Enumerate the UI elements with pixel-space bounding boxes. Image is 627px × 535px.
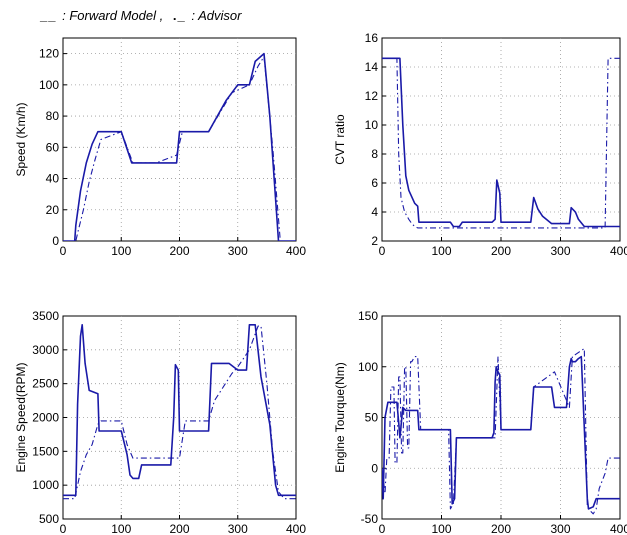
advisor-series-line (63, 56, 296, 241)
y-tick-label: 16 (365, 31, 379, 45)
x-tick-label: 0 (60, 244, 67, 258)
x-tick-label: 100 (111, 522, 131, 535)
y-tick-label: -50 (361, 512, 379, 526)
x-tick-label: 300 (228, 244, 248, 258)
advisor-series-line (382, 57, 620, 229)
y-tick-label: 0 (52, 234, 59, 248)
forward-model-legend-symbol: __ (40, 8, 57, 23)
x-tick-label: 300 (550, 522, 570, 535)
forward-model-legend-label: : Forward Model , (62, 8, 164, 23)
x-tick-label: 400 (286, 522, 306, 535)
y-tick-label: 2500 (32, 377, 59, 391)
x-tick-label: 100 (431, 244, 451, 258)
y-tick-label: 150 (358, 309, 378, 323)
x-tick-label: 400 (610, 522, 627, 535)
y-tick-label: 3000 (32, 343, 59, 357)
y-tick-label: 4 (371, 205, 378, 219)
chart-2: 0 100 200 300 400 2 4 6 8 10 12 14 16 CVT ratio (333, 31, 627, 258)
forward-model-series-line (382, 355, 620, 510)
y-tick-label: 3500 (32, 309, 59, 323)
x-tick-label: 200 (169, 522, 189, 535)
advisor-legend-label: : Advisor (191, 8, 242, 23)
y-tick-label: 40 (46, 172, 60, 186)
advisor-series-line (382, 347, 620, 515)
y-tick-label: 1000 (32, 478, 59, 492)
x-tick-label: 300 (228, 522, 248, 535)
y-axis-label: Engine Speed(RPM) (14, 362, 28, 472)
y-tick-label: 2000 (32, 411, 59, 425)
chart-3: 0 100 200 300 400 500 1000 1500 2000 2500 3000 3500… (14, 309, 306, 535)
y-tick-label: 10 (365, 118, 379, 132)
y-tick-label: 0 (371, 461, 378, 475)
x-tick-label: 400 (610, 244, 627, 258)
forward-model-series-line (63, 323, 296, 497)
x-tick-label: 300 (550, 244, 570, 258)
y-tick-label: 100 (39, 78, 59, 92)
y-tick-label: 100 (358, 360, 378, 374)
y-axis-label: Engine Tourque(Nm) (333, 362, 347, 473)
y-tick-label: 50 (365, 411, 379, 425)
y-tick-label: 14 (365, 60, 379, 74)
y-tick-label: 60 (46, 140, 60, 154)
y-tick-label: 1500 (32, 444, 59, 458)
x-tick-label: 100 (111, 244, 131, 258)
x-tick-label: 0 (60, 522, 67, 535)
y-axis-label: CVT ratio (333, 114, 347, 165)
x-tick-label: 200 (491, 244, 511, 258)
y-tick-label: 12 (365, 89, 379, 103)
y-axis-label: Speed (Km/h) (14, 102, 28, 176)
x-tick-label: 100 (431, 522, 451, 535)
y-tick-label: 20 (46, 203, 60, 217)
y-tick-label: 80 (46, 109, 60, 123)
chart-1: 0 100 200 300 400 0 20 40 60 80 100 120 Speed (Km/h) (14, 37, 306, 258)
y-tick-label: 2 (371, 234, 378, 248)
y-tick-label: 500 (39, 512, 59, 526)
advisor-series-line (63, 325, 296, 500)
y-tick-label: 6 (371, 176, 378, 190)
x-tick-label: 200 (169, 244, 189, 258)
y-tick-label: 8 (371, 147, 378, 161)
legend: __ : Forward Model , ._ : Advisor (40, 8, 241, 23)
forward-model-series-line (382, 57, 620, 228)
x-tick-label: 0 (379, 244, 386, 258)
advisor-legend-symbol: ._ (172, 8, 186, 23)
x-tick-label: 0 (379, 522, 386, 535)
x-tick-label: 400 (286, 244, 306, 258)
x-tick-label: 200 (491, 522, 511, 535)
y-tick-label: 120 (39, 47, 59, 61)
